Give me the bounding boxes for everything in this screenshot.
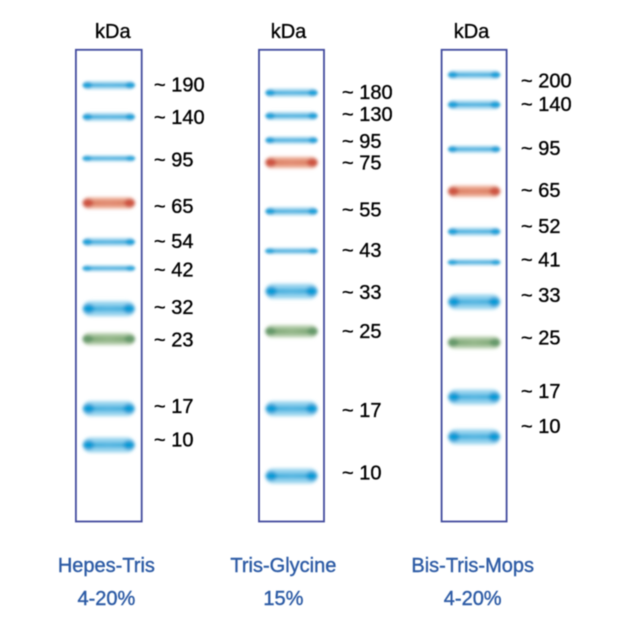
svg-text:15%: 15% [263, 588, 303, 610]
svg-text:4-20%: 4-20% [77, 588, 135, 610]
svg-text:kDa: kDa [454, 21, 490, 43]
svg-text:~ 10: ~ 10 [154, 430, 193, 452]
svg-text:kDa: kDa [95, 21, 131, 43]
svg-text:kDa: kDa [271, 21, 307, 43]
svg-text:~ 65: ~ 65 [154, 196, 193, 218]
svg-text:~ 33: ~ 33 [342, 282, 381, 304]
svg-text:~ 43: ~ 43 [342, 240, 381, 262]
svg-text:~ 25: ~ 25 [521, 328, 560, 350]
svg-text:~ 95: ~ 95 [342, 131, 381, 153]
svg-text:~ 17: ~ 17 [154, 396, 193, 418]
svg-text:~ 10: ~ 10 [521, 416, 560, 438]
svg-text:4-20%: 4-20% [444, 588, 502, 610]
svg-text:Bis-Tris-Mops: Bis-Tris-Mops [411, 555, 534, 577]
svg-text:~ 190: ~ 190 [154, 75, 205, 97]
svg-text:~ 32: ~ 32 [154, 297, 193, 319]
svg-text:~ 17: ~ 17 [342, 400, 381, 422]
svg-text:~ 23: ~ 23 [154, 330, 193, 352]
svg-text:~ 10: ~ 10 [342, 462, 381, 484]
svg-text:~ 41: ~ 41 [521, 250, 560, 272]
svg-text:~ 17: ~ 17 [521, 381, 560, 403]
svg-text:~ 95: ~ 95 [521, 138, 560, 160]
svg-text:Hepes-Tris: Hepes-Tris [58, 555, 155, 577]
svg-text:~ 25: ~ 25 [342, 321, 381, 343]
svg-text:~ 200: ~ 200 [521, 70, 572, 92]
svg-text:~ 75: ~ 75 [342, 153, 381, 175]
svg-text:~ 52: ~ 52 [521, 216, 560, 238]
svg-text:~ 54: ~ 54 [154, 231, 193, 253]
svg-text:~ 140: ~ 140 [521, 94, 572, 116]
svg-text:~ 33: ~ 33 [521, 285, 560, 307]
svg-text:Tris-Glycine: Tris-Glycine [230, 555, 336, 577]
svg-text:~ 180: ~ 180 [342, 82, 393, 104]
svg-text:~ 42: ~ 42 [154, 260, 193, 282]
svg-text:~ 95: ~ 95 [154, 150, 193, 172]
svg-text:~ 65: ~ 65 [521, 180, 560, 202]
svg-text:~ 130: ~ 130 [342, 104, 393, 126]
svg-text:~ 55: ~ 55 [342, 200, 381, 222]
svg-text:~ 140: ~ 140 [154, 107, 205, 129]
